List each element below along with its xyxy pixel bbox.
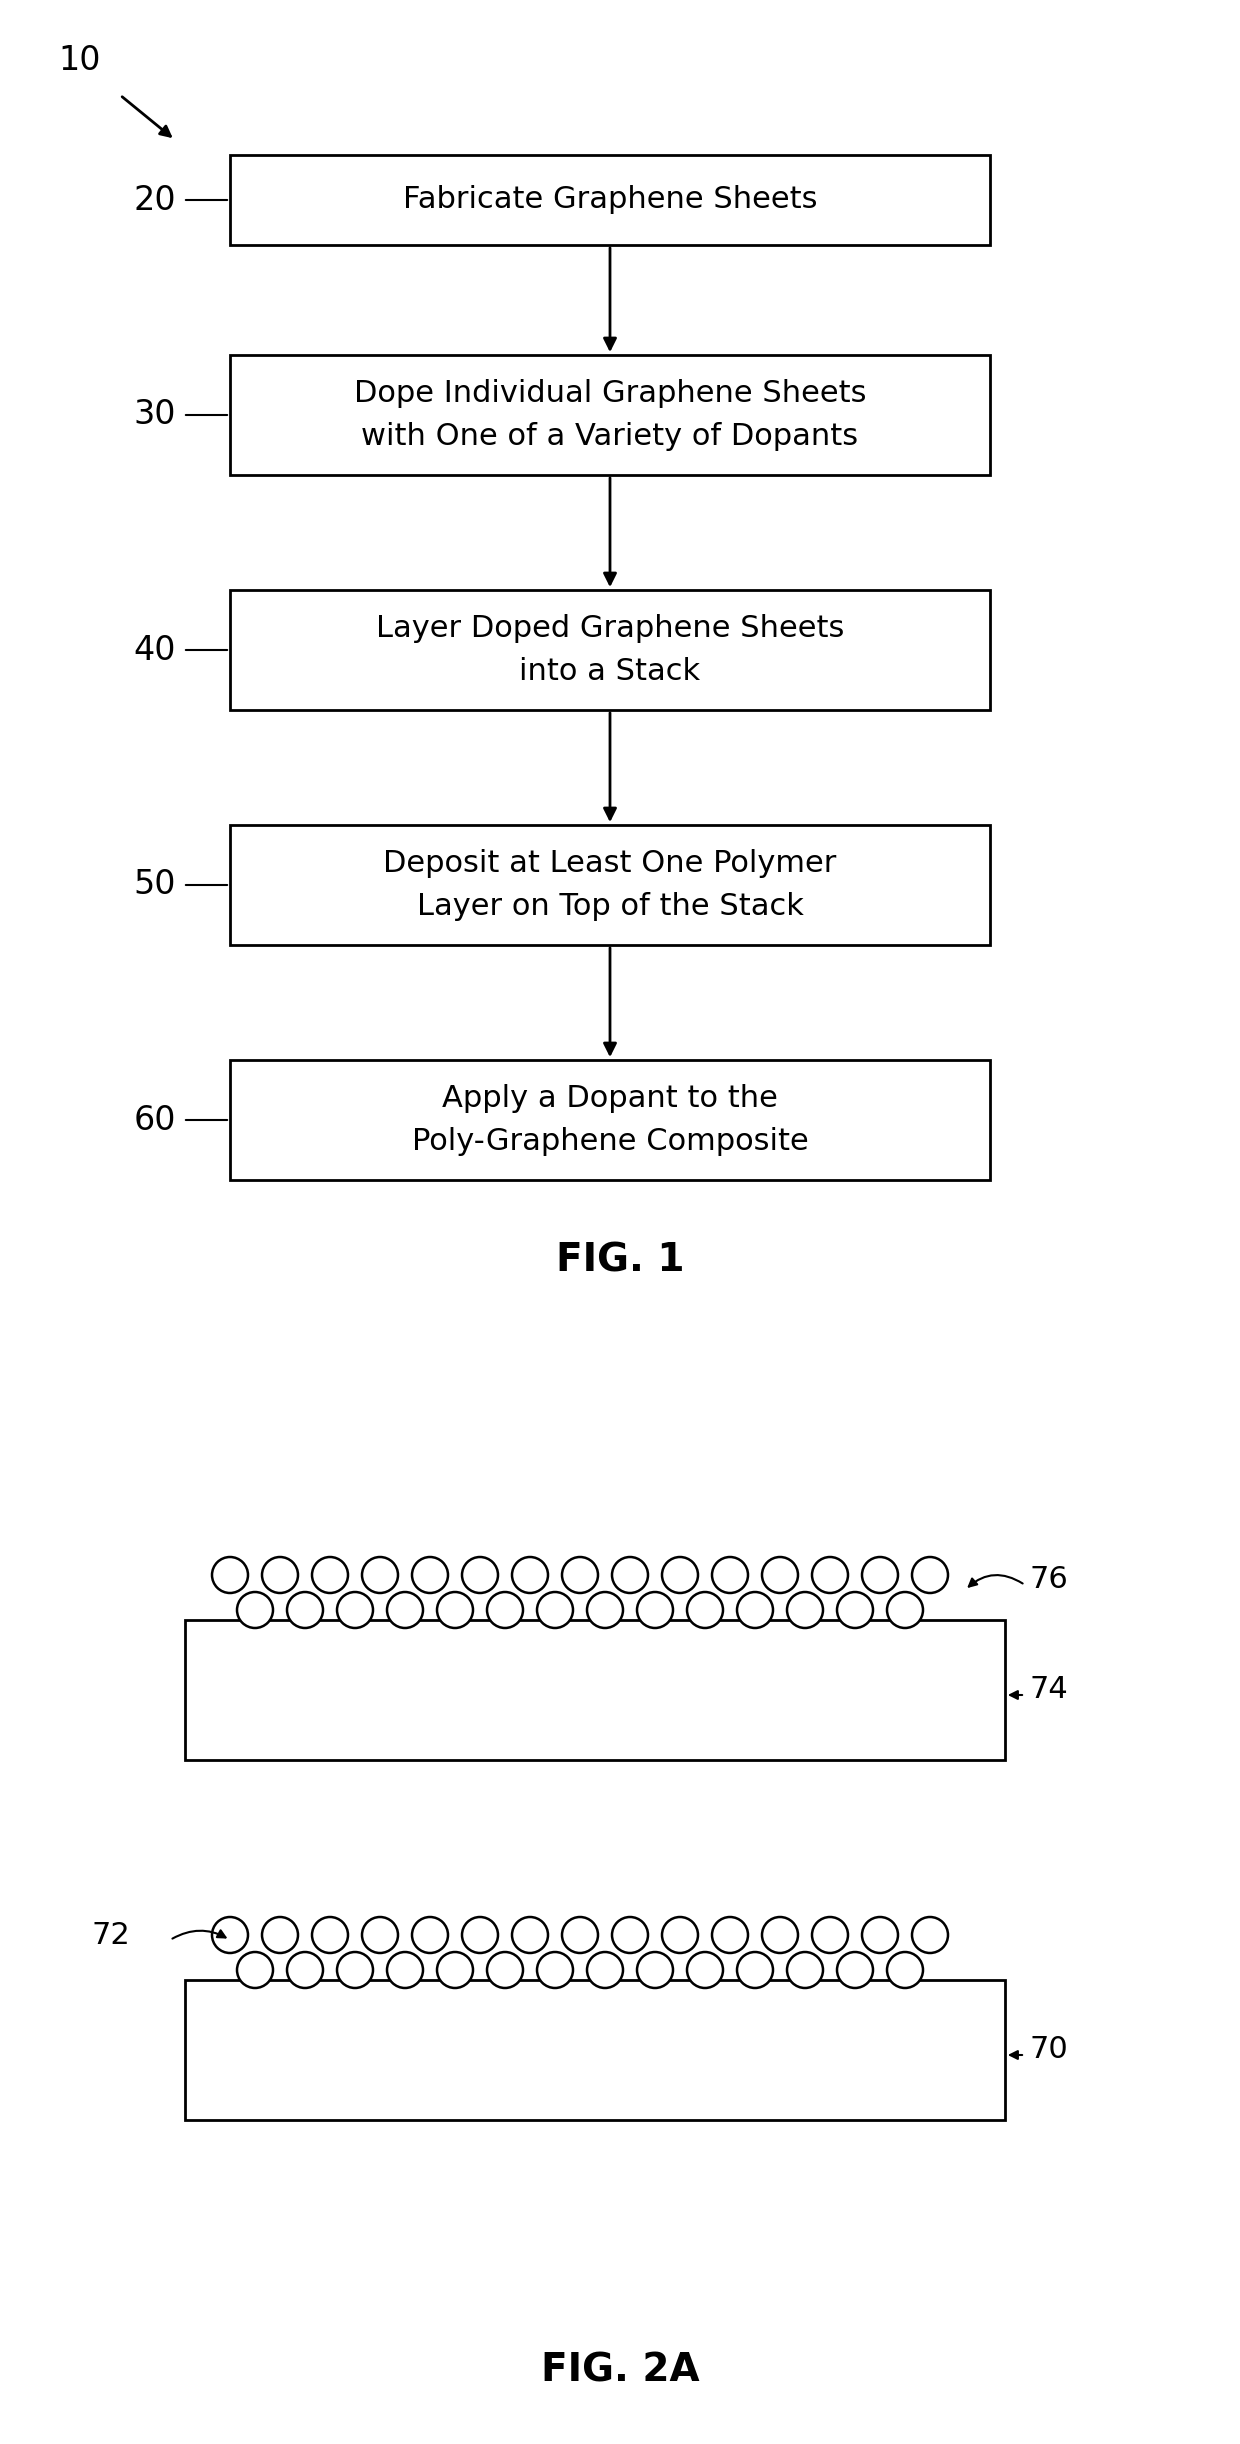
Circle shape (712, 1916, 748, 1953)
Circle shape (362, 1916, 398, 1953)
Circle shape (787, 1591, 823, 1628)
Circle shape (587, 1953, 622, 1987)
Circle shape (463, 1916, 498, 1953)
Bar (185, 1620, 1004, 1760)
Circle shape (687, 1953, 723, 1987)
Text: FIG. 2A: FIG. 2A (541, 2351, 699, 2388)
Circle shape (487, 1591, 523, 1628)
Circle shape (387, 1591, 423, 1628)
Circle shape (262, 1557, 298, 1593)
Circle shape (837, 1591, 873, 1628)
Circle shape (537, 1591, 573, 1628)
Circle shape (237, 1591, 273, 1628)
Circle shape (587, 1591, 622, 1628)
Bar (185, 1980, 1004, 2119)
Circle shape (562, 1916, 598, 1953)
Text: 70: 70 (1030, 2036, 1069, 2065)
Circle shape (737, 1953, 773, 1987)
Text: FIG. 1: FIG. 1 (556, 1242, 684, 1278)
Circle shape (812, 1916, 848, 1953)
Circle shape (412, 1916, 448, 1953)
Circle shape (763, 1557, 799, 1593)
Circle shape (787, 1953, 823, 1987)
Circle shape (613, 1557, 649, 1593)
Circle shape (911, 1557, 949, 1593)
Text: Deposit at Least One Polymer
Layer on Top of the Stack: Deposit at Least One Polymer Layer on To… (383, 848, 837, 921)
Bar (229, 354, 990, 474)
Text: 20: 20 (134, 183, 176, 218)
Circle shape (512, 1916, 548, 1953)
Circle shape (862, 1916, 898, 1953)
Text: Fabricate Graphene Sheets: Fabricate Graphene Sheets (403, 186, 817, 215)
Text: 76: 76 (1030, 1567, 1069, 1593)
Bar (229, 154, 990, 244)
Circle shape (637, 1953, 673, 1987)
Text: Dope Individual Graphene Sheets
with One of a Variety of Dopants: Dope Individual Graphene Sheets with One… (353, 379, 867, 450)
Circle shape (562, 1557, 598, 1593)
Circle shape (362, 1557, 398, 1593)
Circle shape (412, 1557, 448, 1593)
Circle shape (662, 1557, 698, 1593)
Circle shape (812, 1557, 848, 1593)
Circle shape (763, 1916, 799, 1953)
Bar (229, 589, 990, 711)
Circle shape (637, 1591, 673, 1628)
Text: 30: 30 (134, 398, 176, 433)
Circle shape (537, 1953, 573, 1987)
Circle shape (436, 1953, 472, 1987)
Circle shape (911, 1916, 949, 1953)
Circle shape (286, 1591, 322, 1628)
Circle shape (662, 1916, 698, 1953)
Circle shape (312, 1916, 348, 1953)
Bar (229, 826, 990, 946)
Circle shape (687, 1591, 723, 1628)
Circle shape (712, 1557, 748, 1593)
Circle shape (887, 1591, 923, 1628)
Text: 40: 40 (134, 633, 176, 667)
Circle shape (487, 1953, 523, 1987)
Text: 72: 72 (92, 1921, 130, 1950)
Text: 60: 60 (134, 1105, 176, 1136)
Circle shape (337, 1591, 373, 1628)
Text: Layer Doped Graphene Sheets
into a Stack: Layer Doped Graphene Sheets into a Stack (376, 613, 844, 687)
Circle shape (262, 1916, 298, 1953)
Bar (229, 1061, 990, 1180)
Circle shape (212, 1916, 248, 1953)
Circle shape (212, 1557, 248, 1593)
Circle shape (862, 1557, 898, 1593)
Text: Apply a Dopant to the
Poly-Graphene Composite: Apply a Dopant to the Poly-Graphene Comp… (412, 1085, 808, 1156)
Circle shape (286, 1953, 322, 1987)
Circle shape (837, 1953, 873, 1987)
Circle shape (512, 1557, 548, 1593)
Circle shape (237, 1953, 273, 1987)
Circle shape (887, 1953, 923, 1987)
Text: 10: 10 (58, 44, 102, 76)
Circle shape (312, 1557, 348, 1593)
Circle shape (337, 1953, 373, 1987)
Circle shape (387, 1953, 423, 1987)
Text: 50: 50 (134, 868, 176, 902)
Circle shape (436, 1591, 472, 1628)
Circle shape (463, 1557, 498, 1593)
Circle shape (613, 1916, 649, 1953)
Circle shape (737, 1591, 773, 1628)
Text: 74: 74 (1030, 1677, 1069, 1703)
